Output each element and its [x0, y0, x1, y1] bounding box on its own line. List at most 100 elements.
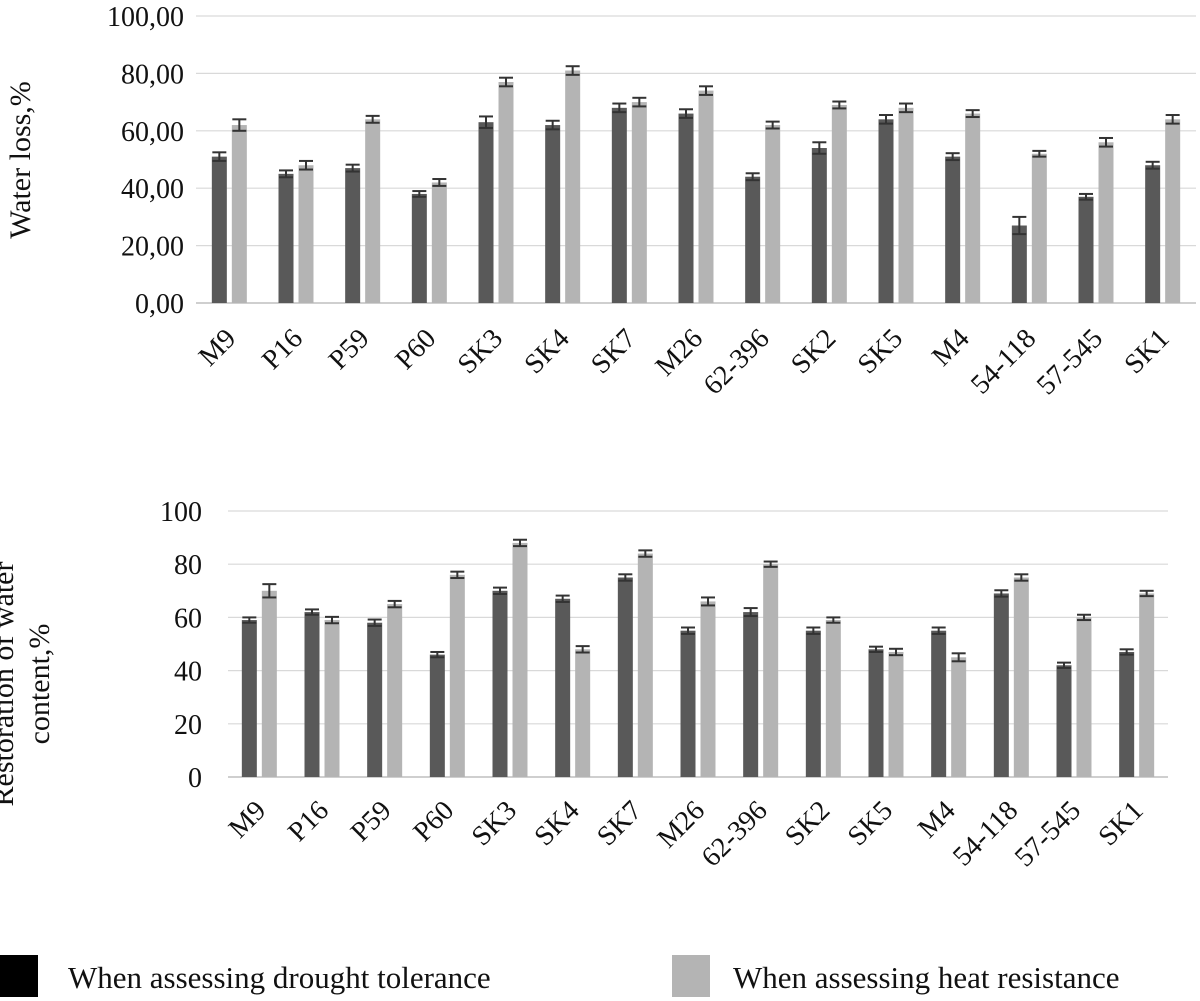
- y-tick-label: 80,00: [121, 59, 184, 90]
- bar: [700, 601, 716, 777]
- bar: [888, 651, 904, 777]
- error-bar: [345, 163, 360, 173]
- category-label: P59: [323, 323, 376, 376]
- error-bar: [212, 151, 227, 162]
- bar: [878, 119, 894, 303]
- bar: [365, 119, 381, 303]
- legend-label-heat: When assessing heat resistance: [733, 960, 1120, 995]
- category-label: M9: [193, 323, 242, 372]
- legend-swatch-heat: [672, 955, 710, 997]
- error-bar: [1057, 661, 1071, 669]
- bar: [1119, 651, 1135, 777]
- error-bar: [299, 159, 313, 171]
- bar: [763, 564, 779, 777]
- y-axis-label: Restoration of watercontent,%: [0, 562, 56, 807]
- category-label: 57-545: [1031, 323, 1109, 401]
- bar: [680, 630, 696, 777]
- error-bar: [412, 190, 427, 198]
- error-bar: [681, 626, 695, 635]
- bar: [1139, 593, 1155, 777]
- bar: [545, 125, 561, 303]
- error-bar: [699, 85, 713, 96]
- bar: [1031, 153, 1047, 303]
- category-label: SK3: [452, 323, 509, 380]
- error-bar: [763, 560, 778, 568]
- error-bar: [945, 152, 960, 162]
- bar: [1145, 165, 1161, 303]
- error-bar: [1032, 149, 1047, 158]
- error-bar: [899, 102, 913, 114]
- bar: [211, 156, 227, 303]
- y-tick-label: 40,00: [121, 174, 184, 205]
- bar: [765, 125, 781, 303]
- category-label: SK2: [779, 795, 836, 852]
- category-label: P59: [345, 795, 398, 848]
- bar: [431, 182, 447, 303]
- error-bar: [812, 141, 827, 155]
- bar: [278, 173, 294, 303]
- error-bar: [826, 616, 841, 624]
- error-bar: [279, 169, 293, 179]
- bar: [565, 70, 581, 303]
- error-bar: [325, 615, 339, 625]
- bar: [617, 577, 633, 777]
- category-label: SK7: [591, 795, 648, 852]
- error-bar: [994, 589, 1009, 598]
- error-bar: [931, 626, 946, 635]
- bar: [743, 612, 759, 777]
- bar: [631, 102, 647, 303]
- bar: [811, 148, 827, 303]
- error-bar: [1139, 589, 1154, 598]
- bar: [637, 553, 653, 777]
- category-label: M26: [650, 323, 709, 382]
- error-bar: [745, 172, 760, 182]
- category-label: SK4: [518, 323, 575, 380]
- bar: [805, 630, 821, 777]
- bar: [965, 113, 981, 303]
- category-label: SK5: [842, 795, 899, 852]
- category-label: P16: [256, 323, 309, 376]
- error-bar: [679, 108, 693, 119]
- bar: [1056, 665, 1072, 777]
- bar: [1011, 225, 1027, 303]
- bar: [261, 590, 277, 777]
- bar: [429, 654, 445, 777]
- category-label: SK7: [585, 323, 642, 380]
- error-bar: [262, 583, 277, 599]
- category-label: SK2: [785, 323, 842, 380]
- bar: [298, 165, 314, 303]
- error-bar: [367, 618, 382, 627]
- y-tick-label: 100: [160, 497, 202, 528]
- bar: [678, 113, 694, 303]
- chart-restoration-water-content: 0 20 40 60 80 100 Restoration of watercontent,…: [0, 497, 1168, 873]
- error-bar: [387, 599, 402, 609]
- error-bar: [879, 114, 893, 125]
- legend: When assessing drought tolerance When as…: [0, 955, 1120, 997]
- bar: [1165, 119, 1181, 303]
- legend-label-drought: When assessing drought tolerance: [68, 960, 491, 995]
- bar: [575, 649, 591, 777]
- bar: [512, 542, 528, 777]
- y-tick-label: 60: [174, 603, 202, 634]
- bar: [831, 104, 847, 303]
- bar: [411, 193, 427, 303]
- error-bar: [1012, 215, 1027, 236]
- bar: [951, 657, 967, 777]
- y-tick-label: 80: [174, 550, 202, 581]
- error-bar: [869, 645, 883, 653]
- y-axis-label: Water loss,%: [4, 81, 37, 239]
- bar: [993, 593, 1009, 777]
- bar: [478, 122, 494, 303]
- bar: [241, 620, 257, 777]
- category-label: 54-118: [965, 323, 1042, 400]
- category-label: P60: [408, 795, 461, 848]
- bar: [492, 590, 508, 777]
- bar: [231, 125, 247, 303]
- error-bar: [1165, 114, 1180, 125]
- legend-swatch-drought: [0, 955, 38, 997]
- y-tick-label: 60,00: [121, 117, 184, 148]
- error-bar: [1119, 648, 1134, 656]
- y-tick-label: 100,00: [107, 2, 184, 33]
- chart-water-loss: 0,00 20,00 40,00 60,00 80,00 100,00 Water loss…: [4, 2, 1196, 401]
